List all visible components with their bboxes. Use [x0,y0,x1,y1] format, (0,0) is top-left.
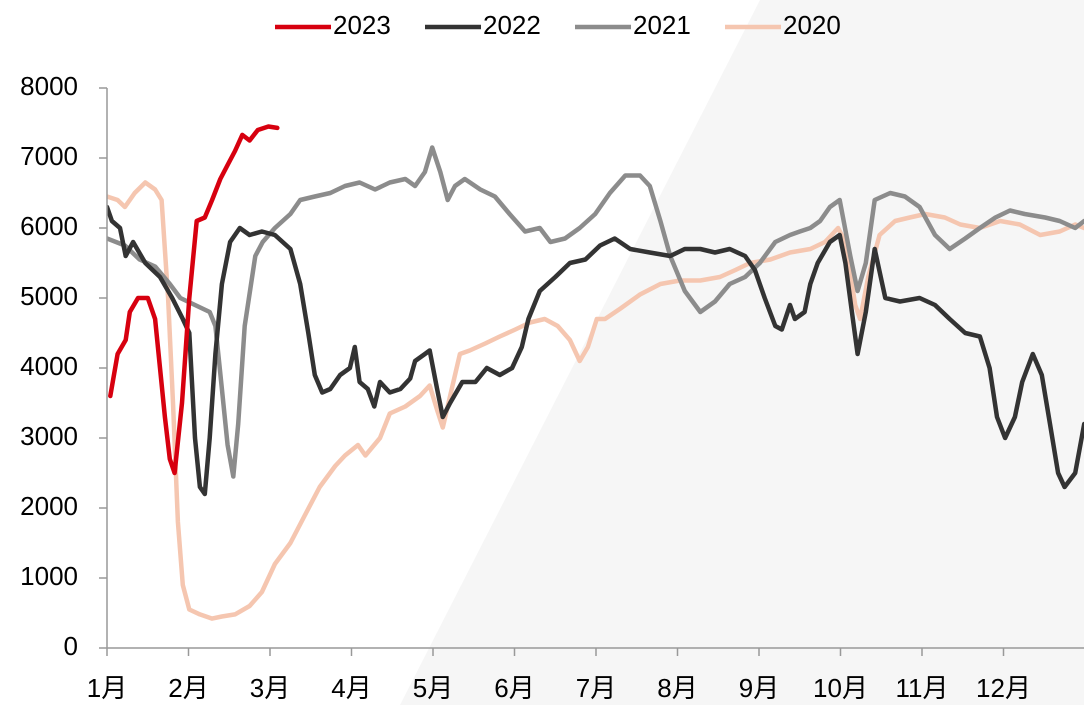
x-tick-label: 5月 [413,673,453,703]
x-tick-label: 1月 [87,673,127,703]
x-tick-label: 4月 [331,673,371,703]
x-tick-label: 12月 [976,673,1031,703]
y-tick-label: 3000 [20,421,78,451]
y-tick-label: 0 [64,631,78,661]
series-line [107,145,1084,479]
legend-label: 2023 [333,10,391,40]
x-tick-label: 6月 [494,673,534,703]
series-line [108,124,280,476]
x-tick-label: 3月 [250,673,290,703]
x-tick-label: 11月 [896,673,949,703]
legend-label: 2022 [483,10,541,40]
background-shade [400,0,1084,705]
x-tick-label: 7月 [576,673,616,703]
y-tick-label: 4000 [20,351,78,381]
y-tick-label: 7000 [20,141,78,171]
legend-label: 2020 [783,10,841,40]
x-tick-label: 10月 [813,673,868,703]
x-tick-label: 8月 [657,673,697,703]
y-tick-label: 6000 [20,211,78,241]
y-tick-label: 8000 [20,71,78,101]
y-tick-label: 5000 [20,281,78,311]
y-tick-label: 1000 [20,561,78,591]
x-tick-label: 2月 [168,673,208,703]
x-tick-label: 9月 [739,673,779,703]
legend-label: 2021 [633,10,691,40]
series-line [107,204,1084,497]
y-tick-label: 2000 [20,491,78,521]
